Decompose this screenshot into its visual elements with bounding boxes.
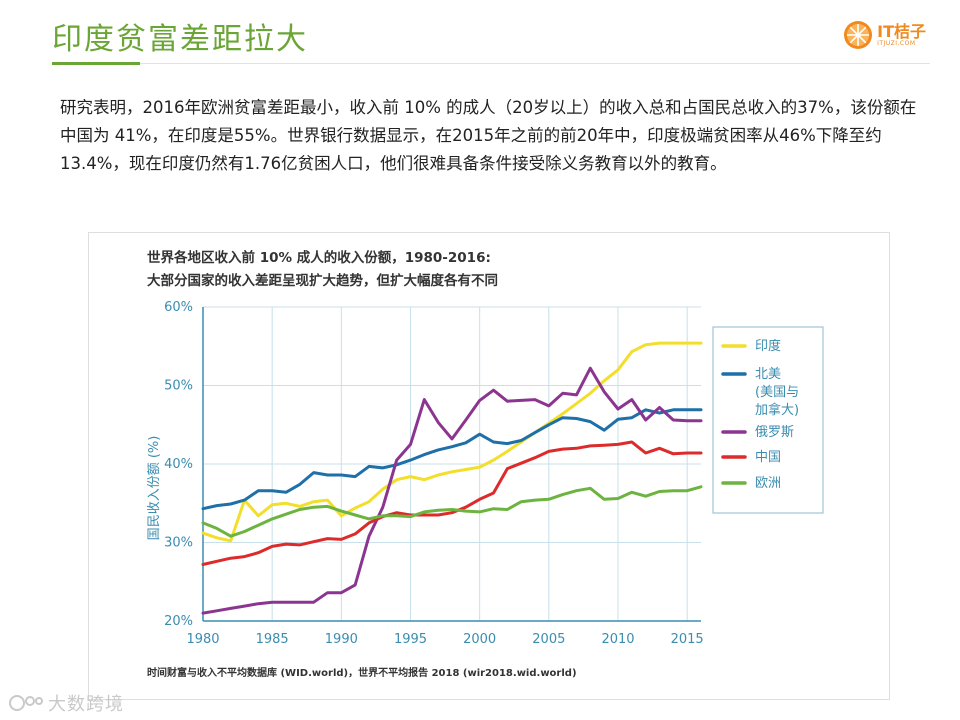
y-axis-label: 国民收入份额 (%) xyxy=(147,436,162,541)
legend-label: 俄罗斯 xyxy=(755,425,794,440)
x-tick-label: 1990 xyxy=(325,632,358,647)
orange-slice-icon xyxy=(844,21,873,49)
watermark-logo-icon xyxy=(9,695,43,711)
x-tick-label: 2010 xyxy=(601,632,634,647)
watermark: 大数跨境 xyxy=(8,690,124,716)
series-lines xyxy=(201,341,703,615)
watermark-text: 大数跨境 xyxy=(48,694,124,715)
y-tick-label: 50% xyxy=(164,379,193,394)
series-line xyxy=(201,485,703,538)
itjuzi-logo: IT桔子 ITJUZI.COM xyxy=(843,20,926,50)
x-tick-label: 2015 xyxy=(671,632,704,647)
chart-frame: 世界各地区收入前 10% 成人的收入份额，1980-2016: 大部分国家的收入… xyxy=(88,232,890,700)
legend-label: 印度 xyxy=(755,338,781,354)
y-tick-label: 40% xyxy=(164,457,193,472)
x-tick-label: 1985 xyxy=(256,632,289,647)
title-rule xyxy=(140,63,930,64)
x-tick-label: 2000 xyxy=(463,632,496,647)
y-tick-label: 30% xyxy=(164,536,193,551)
series-line xyxy=(201,341,703,543)
x-tick-label: 1980 xyxy=(186,632,219,647)
y-tick-label: 20% xyxy=(164,614,193,629)
series-line xyxy=(201,440,703,566)
y-tick-label: 60% xyxy=(164,300,193,315)
grid-lines xyxy=(202,306,701,622)
logo-subtitle: ITJUZI.COM xyxy=(877,40,916,47)
series-line xyxy=(201,408,703,511)
series-line xyxy=(201,366,703,615)
axes: 20% 30% 40% 50% 60% 1980 1985 1990 1995 2000 2005 2… xyxy=(164,300,704,647)
chart-source: 时间财富与收入不平均数据库 (WID.world)，世界不平均报告 2018 (… xyxy=(147,666,577,679)
legend-label: 欧洲 xyxy=(755,476,781,491)
logo-name: IT桔子 xyxy=(877,22,926,41)
x-tick-label: 1995 xyxy=(394,632,427,647)
chart-title-line2: 大部分国家的收入差距呈现扩大趋势，但扩大幅度各有不同 xyxy=(147,272,498,289)
chart-title-line1: 世界各地区收入前 10% 成人的收入份额，1980-2016: xyxy=(147,249,491,266)
income-share-line-chart: 世界各地区收入前 10% 成人的收入份额，1980-2016: 大部分国家的收入… xyxy=(147,249,824,679)
title-underline xyxy=(52,62,140,65)
legend-label: 中国 xyxy=(755,450,781,465)
x-tick-label: 2005 xyxy=(532,632,565,647)
body-paragraph: 研究表明，2016年欧洲贫富差距最小，收入前 10% 的成人（20岁以上）的收入… xyxy=(60,98,917,173)
slide-title: 印度贫富差距拉大 xyxy=(52,22,308,57)
legend-label: 北美(美国与加拿大) xyxy=(755,367,799,418)
